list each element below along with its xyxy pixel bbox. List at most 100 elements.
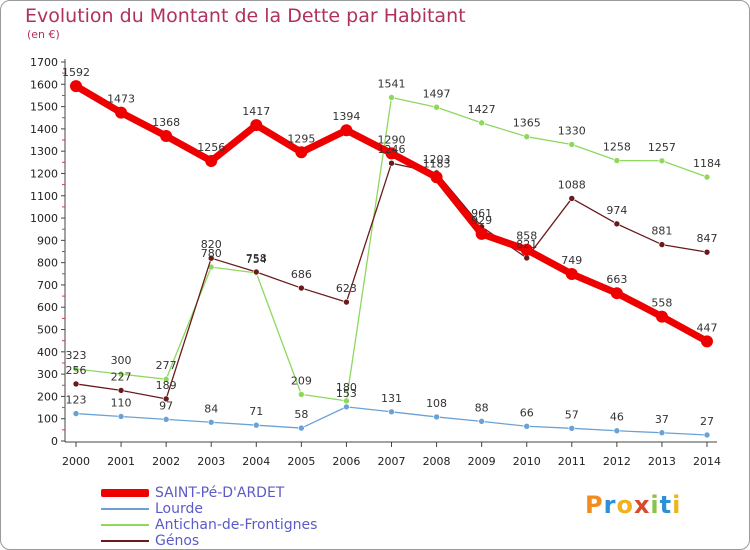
data-point [658, 241, 666, 248]
x-tick-label: 2009 [468, 455, 496, 468]
x-tick-label: 2005 [287, 455, 315, 468]
data-point [568, 141, 576, 148]
data-label: 1203 [423, 153, 451, 166]
data-label: 558 [651, 297, 672, 310]
legend-item-lourde: Lourde [101, 501, 317, 517]
x-tick-label: 2006 [332, 455, 360, 468]
x-tick-label: 2008 [423, 455, 451, 468]
data-label: 189 [156, 379, 177, 392]
data-label: 663 [606, 273, 627, 286]
data-point [433, 413, 440, 421]
legend-label: Lourde [155, 501, 204, 517]
data-point [343, 397, 350, 405]
data-point [343, 403, 350, 411]
data-label: 881 [651, 225, 672, 238]
data-label: 58 [294, 408, 308, 421]
y-tick-label: 1400 [30, 123, 58, 136]
data-point [703, 431, 711, 439]
data-point [160, 130, 173, 143]
chart-legend: SAINT-Pé-D'ARDET Lourde Antichan-de-Fron… [101, 485, 317, 549]
legend-swatch [101, 489, 149, 497]
data-point [388, 408, 395, 416]
data-label: 1257 [648, 141, 676, 154]
data-point [117, 413, 125, 420]
data-point [298, 391, 305, 398]
logo-letter: i [650, 491, 660, 519]
data-label: 1295 [287, 132, 315, 145]
data-point [433, 103, 440, 111]
data-label: 46 [610, 411, 624, 424]
data-point [388, 159, 395, 167]
data-label: 758 [246, 252, 267, 265]
chart-unit: (en €) [27, 28, 60, 41]
data-label: 66 [520, 406, 534, 419]
data-point [72, 365, 80, 373]
data-point [520, 243, 533, 256]
data-label: 1427 [468, 103, 496, 116]
data-label: 858 [516, 230, 537, 243]
data-point [610, 287, 623, 300]
legend-item-antichan: Antichan-de-Frontignes [101, 517, 317, 533]
data-label: 1394 [332, 110, 360, 123]
data-point [340, 124, 353, 137]
data-point [613, 220, 621, 228]
data-label: 847 [697, 232, 718, 245]
data-label: 277 [156, 359, 177, 372]
data-point [252, 268, 260, 276]
data-label: 1256 [197, 141, 225, 154]
y-tick-label: 1100 [30, 190, 58, 203]
y-tick-label: 800 [37, 257, 58, 270]
data-point [568, 195, 576, 202]
data-point [388, 94, 395, 101]
data-point [703, 173, 711, 181]
data-label: 780 [201, 247, 222, 260]
x-tick-label: 2000 [62, 455, 90, 468]
y-tick-label: 1600 [30, 78, 58, 91]
data-point [72, 380, 80, 388]
data-label: 1541 [378, 77, 406, 90]
data-point [523, 254, 531, 262]
y-tick-label: 300 [37, 368, 58, 381]
data-point [162, 375, 170, 383]
legend-item-genos: Génos [101, 533, 317, 549]
data-label: 1365 [513, 117, 541, 130]
logo-letter: i [672, 491, 682, 519]
x-tick-label: 2007 [378, 455, 406, 468]
data-point [478, 119, 485, 127]
data-label: 1330 [558, 124, 586, 137]
data-point [252, 421, 260, 429]
data-point [117, 387, 125, 394]
x-tick-label: 2004 [242, 455, 270, 468]
data-label: 123 [66, 394, 87, 407]
y-tick-label: 1500 [30, 101, 58, 114]
data-label: 1246 [378, 143, 406, 156]
data-label: 929 [471, 214, 492, 227]
data-label: 153 [336, 387, 357, 400]
y-tick-label: 500 [37, 324, 58, 337]
data-point [655, 310, 668, 323]
data-label: 1088 [558, 178, 586, 191]
data-point [568, 424, 576, 432]
data-label: 447 [697, 321, 718, 334]
data-point [207, 418, 215, 426]
data-label: 686 [291, 268, 312, 281]
data-label: 37 [655, 413, 669, 426]
logo-letter: P [585, 491, 604, 519]
y-tick-label: 0 [51, 435, 58, 448]
data-point [343, 298, 350, 306]
data-label: 209 [291, 374, 312, 387]
data-label: 256 [66, 364, 87, 377]
y-tick-label: 1700 [30, 56, 58, 69]
data-label: 961 [471, 207, 492, 220]
legend-swatch [101, 508, 149, 510]
data-point [207, 254, 215, 262]
logo-letter: o [616, 491, 634, 519]
legend-label: SAINT-Pé-D'ARDET [155, 485, 285, 501]
legend-item-saint-pe: SAINT-Pé-D'ARDET [101, 485, 317, 501]
data-point [295, 146, 308, 159]
data-point [613, 427, 621, 435]
x-tick-label: 2014 [693, 455, 721, 468]
data-label: 227 [111, 370, 132, 383]
